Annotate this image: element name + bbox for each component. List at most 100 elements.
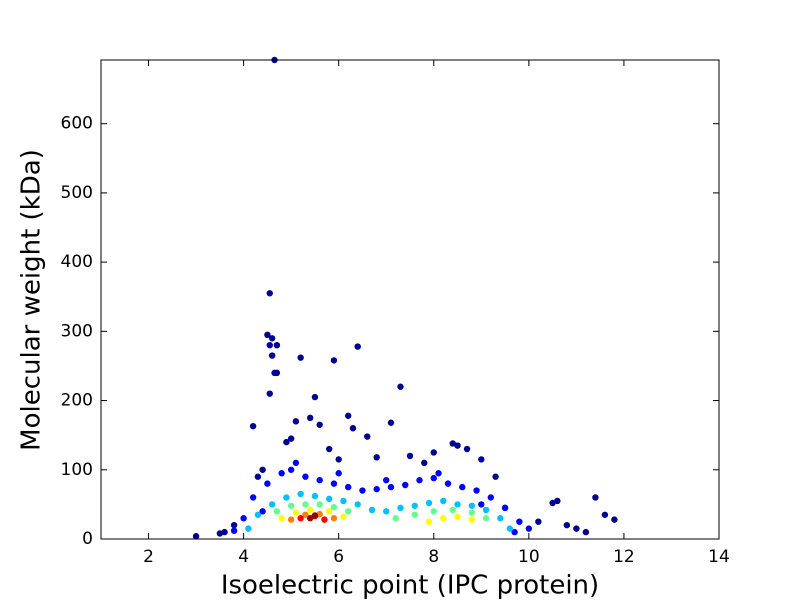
y-tick-label: 600 xyxy=(61,114,93,134)
scatter-point xyxy=(463,445,471,453)
scatter-point xyxy=(292,509,300,516)
scatter-point xyxy=(387,419,395,426)
scatter-point xyxy=(311,393,319,401)
scatter-point xyxy=(306,414,314,422)
scatter-point xyxy=(302,473,309,480)
x-tick-label: 8 xyxy=(428,547,439,567)
scatter-point xyxy=(302,511,309,518)
scatter-point xyxy=(506,525,514,532)
scatter-point xyxy=(354,501,361,508)
scatter-point xyxy=(573,525,580,532)
scatter-point xyxy=(359,487,366,494)
scatter-point xyxy=(392,515,399,522)
scatter-point xyxy=(330,503,338,511)
scatter-point xyxy=(297,354,304,361)
scatter-point xyxy=(268,501,276,508)
scatter-point xyxy=(397,504,404,512)
scatter-point xyxy=(330,515,338,522)
scatter-point xyxy=(444,480,452,487)
scatter-point xyxy=(430,508,437,515)
scatter-point xyxy=(230,527,238,534)
scatter-point xyxy=(302,501,309,508)
scatter-point xyxy=(230,521,238,529)
scatter-point xyxy=(330,357,338,364)
scatter-point xyxy=(273,508,281,515)
scatter-point xyxy=(311,492,319,500)
scatter-point xyxy=(287,502,295,509)
scatter-point xyxy=(402,481,409,489)
scatter-point xyxy=(478,501,485,508)
scatter-point xyxy=(349,425,357,432)
plot-marks xyxy=(192,56,618,540)
scatter-point xyxy=(383,508,390,515)
scatter-point xyxy=(345,412,352,419)
scatter-point xyxy=(411,502,418,509)
scatter-point xyxy=(454,513,461,521)
scatter-point xyxy=(340,513,347,521)
scatter-point xyxy=(345,508,352,515)
scatter-point xyxy=(387,483,395,491)
scatter-point xyxy=(268,335,276,342)
scatter-point xyxy=(468,516,475,523)
scatter-point xyxy=(425,499,433,507)
scatter-point xyxy=(316,476,323,484)
scatter-point xyxy=(468,502,475,509)
scatter-point xyxy=(330,480,338,487)
plot-frame xyxy=(100,59,720,540)
scatter-point xyxy=(430,474,437,482)
scatter-point xyxy=(259,466,266,473)
scatter-point xyxy=(535,518,542,525)
scatter-point xyxy=(311,512,319,519)
scatter-point xyxy=(373,485,380,493)
scatter-point xyxy=(454,442,461,449)
scatter-point xyxy=(273,369,281,377)
scatter-point xyxy=(264,480,271,487)
scatter-point xyxy=(266,341,273,349)
scatter-point xyxy=(292,418,300,425)
scatter-point xyxy=(582,528,590,536)
scatter-point xyxy=(240,515,247,522)
y-axis-label: Molecular weight (kDa) xyxy=(17,149,47,451)
scatter-point xyxy=(487,494,495,501)
y-tick-label: 200 xyxy=(61,391,93,411)
scatter-point xyxy=(287,466,295,473)
scatter-point xyxy=(421,459,428,467)
scatter-point xyxy=(278,515,285,522)
x-tick-label: 2 xyxy=(143,547,154,567)
scatter-point xyxy=(473,487,480,494)
scatter-point xyxy=(245,525,252,532)
scatter-point xyxy=(249,422,257,430)
scatter-point xyxy=(321,516,328,523)
x-tick-label: 6 xyxy=(333,547,344,567)
scatter-point xyxy=(316,421,323,428)
scatter-point xyxy=(601,511,609,518)
scatter-point xyxy=(221,528,228,536)
scatter-point xyxy=(273,341,281,349)
x-tick-label: 14 xyxy=(708,547,730,567)
scatter-point xyxy=(192,533,200,540)
scatter-point xyxy=(459,483,466,491)
scatter-point xyxy=(254,473,262,480)
scatter-point xyxy=(287,516,295,523)
scatter-point xyxy=(292,459,300,467)
scatter-point xyxy=(368,506,376,514)
scatter-point xyxy=(611,516,618,523)
scatter-point xyxy=(501,504,509,512)
scatter-point xyxy=(440,497,447,505)
scatter-point xyxy=(525,525,533,532)
scatter-point xyxy=(316,501,323,508)
scatter-point xyxy=(283,494,290,501)
x-tick-label: 12 xyxy=(613,547,635,567)
scatter-point xyxy=(325,445,333,453)
scatter-point xyxy=(435,470,442,477)
scatter-point xyxy=(266,390,273,397)
scatter-point xyxy=(306,515,314,522)
scatter-point xyxy=(449,506,456,514)
scatter-point xyxy=(325,508,333,515)
scatter-point xyxy=(482,515,490,522)
scatter-point xyxy=(511,528,518,536)
scatter-point xyxy=(335,456,342,463)
scatter-point xyxy=(482,506,490,514)
scatter-point xyxy=(297,515,304,522)
